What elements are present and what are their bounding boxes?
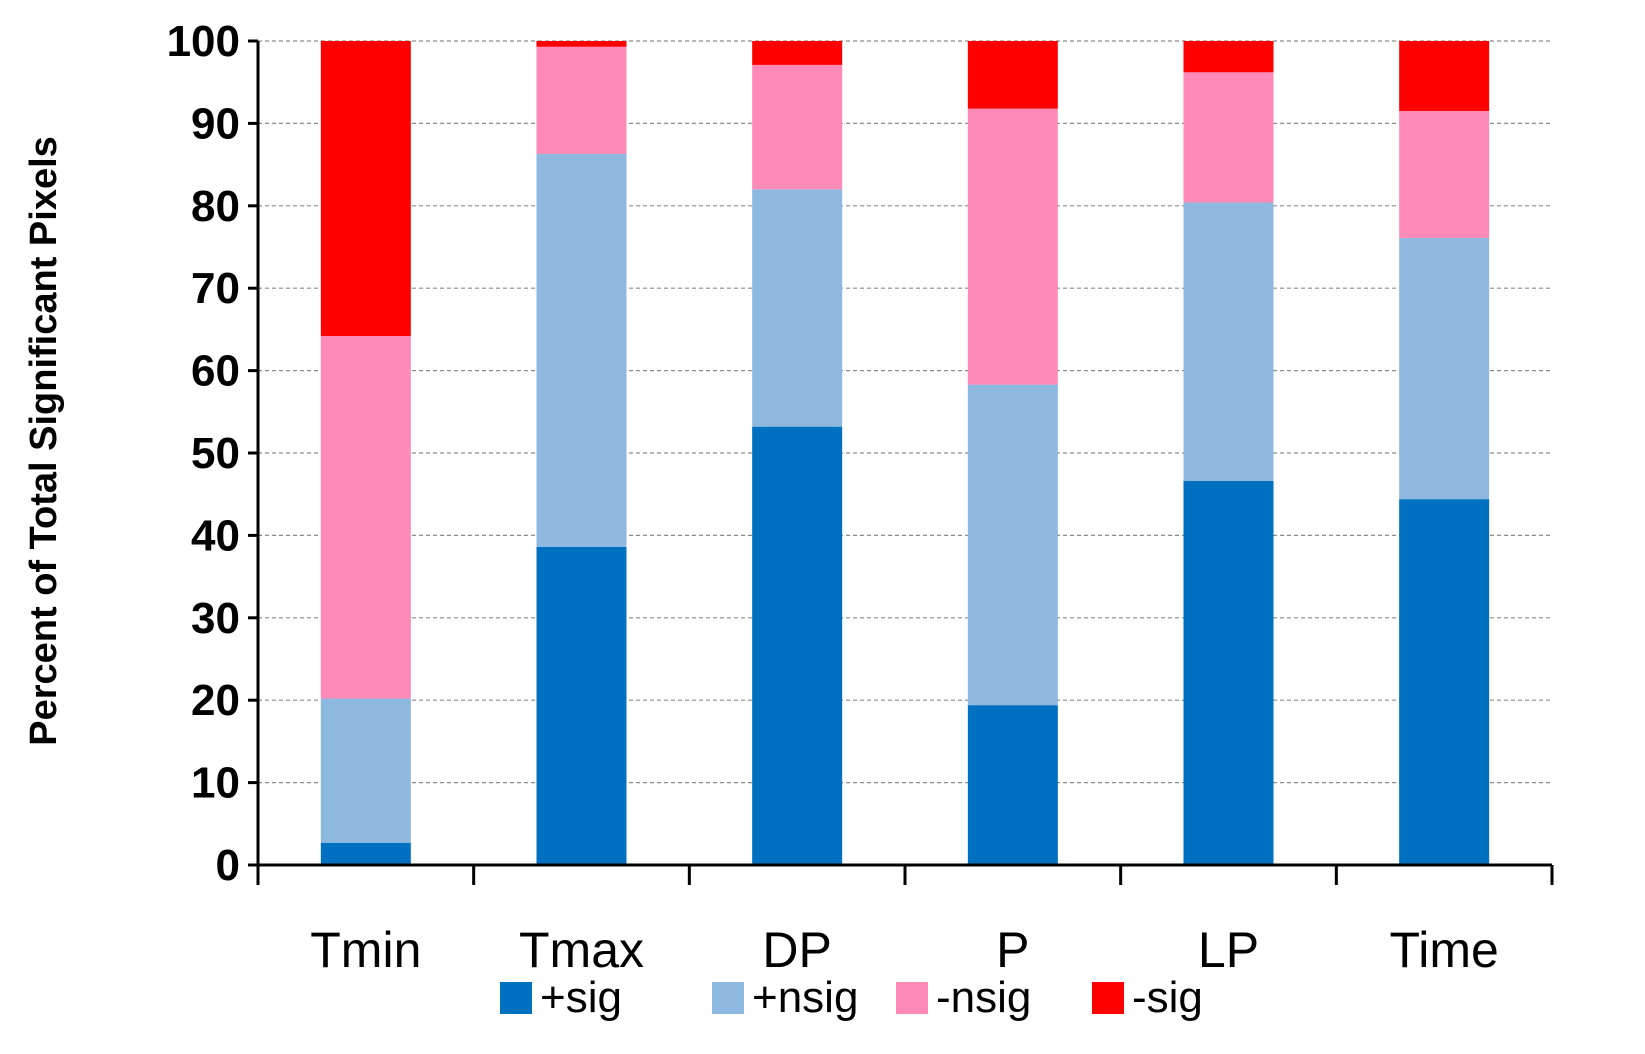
legend-label: -nsig — [936, 973, 1031, 1022]
bar-segment-tmin-posneg-nsig — [320, 698, 411, 843]
bar-segment-dp-neg-nsig — [752, 64, 843, 190]
bar-segment-lp-posneg-nsig — [1183, 202, 1274, 482]
bar-segment-tmax-neg-sig — [536, 41, 627, 47]
bar-segment-time-posneg-nsig — [1399, 237, 1490, 500]
bars-layer — [320, 41, 1490, 865]
bar-segment-tmin-neg-nsig — [320, 335, 411, 699]
bar-segment-dp-posneg-nsig — [752, 189, 843, 427]
bar-segment-dp-neg-sig — [752, 41, 843, 65]
bar-segment-tmax-posneg-nsig — [536, 153, 627, 547]
y-tick-label: 10 — [191, 759, 240, 808]
legend-label: +nsig — [752, 973, 858, 1022]
bar-segment-p-neg-sig — [967, 41, 1058, 109]
legend: +sig +nsig -nsig -sig — [500, 973, 1203, 1022]
bar-segment-tmin-posneg-sig — [320, 842, 411, 865]
grid-layer — [258, 40, 1552, 784]
x-tick-label: LP — [1198, 922, 1259, 978]
y-tick-label: 30 — [191, 594, 240, 643]
bar-segment-p-posneg-nsig — [967, 384, 1058, 706]
y-tick-label: 100 — [167, 17, 240, 66]
bar-segment-p-neg-nsig — [967, 108, 1058, 385]
y-tick-labels: 0 10 20 30 40 50 60 70 80 90 100 — [167, 17, 240, 890]
y-tick-label: 0 — [216, 841, 240, 890]
bar-segment-tmin-neg-sig — [320, 41, 411, 336]
y-axis-title: Percent of Total Significant Pixels — [23, 136, 65, 746]
legend-item: -nsig — [896, 973, 1031, 1022]
legend-swatch — [896, 982, 928, 1014]
x-tick-label: Tmax — [519, 922, 644, 978]
legend-swatch — [712, 982, 744, 1014]
y-tick-label: 20 — [191, 676, 240, 725]
x-tick-label: Tmin — [310, 922, 421, 978]
bar-segment-time-posneg-sig — [1399, 499, 1490, 865]
legend-swatch — [1092, 982, 1124, 1014]
y-tick-label: 80 — [191, 182, 240, 231]
x-tick-label: Time — [1390, 922, 1499, 978]
bar-segment-tmax-posneg-sig — [536, 546, 627, 865]
bar-segment-lp-neg-sig — [1183, 41, 1274, 73]
legend-item: +nsig — [712, 973, 858, 1022]
legend-swatch — [500, 982, 532, 1014]
bar-segment-time-neg-nsig — [1399, 111, 1490, 238]
legend-label: +sig — [540, 973, 622, 1022]
bar-segment-lp-neg-nsig — [1183, 72, 1274, 203]
y-tick-label: 60 — [191, 347, 240, 396]
legend-item: -sig — [1092, 973, 1203, 1022]
bar-segment-tmax-neg-nsig — [536, 46, 627, 154]
bar-segment-lp-posneg-sig — [1183, 481, 1274, 865]
bar-segment-time-neg-sig — [1399, 41, 1490, 112]
y-tick-label: 50 — [191, 429, 240, 478]
y-tick-label: 70 — [191, 264, 240, 313]
y-tick-label: 40 — [191, 511, 240, 560]
bar-segment-p-posneg-sig — [967, 705, 1058, 865]
y-tick-label: 90 — [191, 99, 240, 148]
axis-layer — [248, 39, 1554, 885]
x-tick-labels: Tmin Tmax DP P LP Time — [310, 922, 1499, 978]
bar-segment-dp-posneg-sig — [752, 426, 843, 865]
x-tick-label: DP — [762, 922, 831, 978]
legend-item: +sig — [500, 973, 622, 1022]
x-tick-label: P — [996, 922, 1029, 978]
legend-label: -sig — [1132, 973, 1203, 1022]
